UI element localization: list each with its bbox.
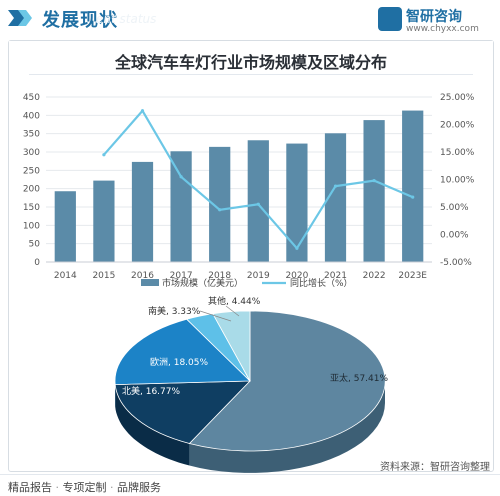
footer-separator: · bbox=[107, 481, 118, 494]
legend-label-line: 同比增长（%） bbox=[290, 277, 353, 289]
y-tick-right: 15.00% bbox=[440, 148, 475, 158]
y-tick-right: -5.00% bbox=[440, 258, 472, 268]
growth-point bbox=[334, 185, 337, 188]
y-tick-right: 10.00% bbox=[440, 176, 475, 186]
source-note: 资料来源：智研咨询整理 bbox=[380, 458, 490, 473]
footer-links: 精品报告 · 专项定制 · 品牌服务 bbox=[8, 479, 161, 495]
growth-point bbox=[218, 208, 221, 211]
y-tick-left: 150 bbox=[23, 203, 40, 213]
pie-label: 欧洲, 18.05% bbox=[150, 356, 208, 368]
pie-label: 亚太, 57.41% bbox=[330, 372, 388, 384]
x-tick: 2015 bbox=[92, 271, 115, 281]
y-tick-left: 300 bbox=[23, 148, 40, 158]
legend-label-bar: 市场规模（亿美元） bbox=[162, 277, 243, 289]
y-tick-left: 250 bbox=[23, 166, 40, 176]
growth-point bbox=[180, 175, 183, 178]
growth-point bbox=[102, 153, 105, 156]
pie-label: 其他, 4.44% bbox=[208, 295, 261, 307]
bar bbox=[248, 140, 269, 262]
page-footer: 精品报告 · 专项定制 · 品牌服务 bbox=[0, 474, 500, 496]
bar bbox=[402, 111, 423, 262]
bar bbox=[170, 151, 191, 262]
pie-label: 北美, 16.77% bbox=[122, 385, 180, 397]
legend-swatch-bar bbox=[141, 279, 159, 286]
footer-item[interactable]: 专项定制 bbox=[63, 481, 107, 494]
growth-point bbox=[141, 109, 144, 112]
y-tick-left: 0 bbox=[34, 258, 40, 268]
bar bbox=[132, 162, 153, 262]
x-tick: 2019 bbox=[247, 271, 270, 281]
growth-point bbox=[257, 203, 260, 206]
footer-item[interactable]: 精品报告 bbox=[8, 481, 52, 494]
y-tick-right: 25.00% bbox=[440, 93, 475, 103]
growth-point bbox=[373, 179, 376, 182]
bar bbox=[363, 120, 384, 262]
y-tick-right: 0.00% bbox=[440, 231, 469, 241]
bar bbox=[286, 144, 307, 262]
y-tick-left: 450 bbox=[23, 93, 40, 103]
x-tick: 2014 bbox=[54, 271, 77, 281]
growth-point bbox=[411, 196, 414, 199]
y-tick-right: 5.00% bbox=[440, 203, 469, 213]
footer-separator: · bbox=[52, 481, 63, 494]
y-tick-left: 200 bbox=[23, 185, 40, 195]
bar bbox=[93, 181, 114, 262]
y-tick-right: 20.00% bbox=[440, 121, 475, 131]
y-tick-left: 400 bbox=[23, 111, 40, 121]
footer-item[interactable]: 品牌服务 bbox=[117, 481, 161, 494]
bar bbox=[55, 191, 76, 262]
y-tick-left: 100 bbox=[23, 221, 40, 231]
x-tick: 2022 bbox=[363, 271, 386, 281]
y-tick-left: 350 bbox=[23, 130, 40, 140]
pie-label: 南美, 3.33% bbox=[148, 305, 201, 317]
growth-point bbox=[295, 247, 298, 250]
y-tick-left: 50 bbox=[29, 240, 41, 250]
x-tick: 2023E bbox=[398, 271, 427, 281]
